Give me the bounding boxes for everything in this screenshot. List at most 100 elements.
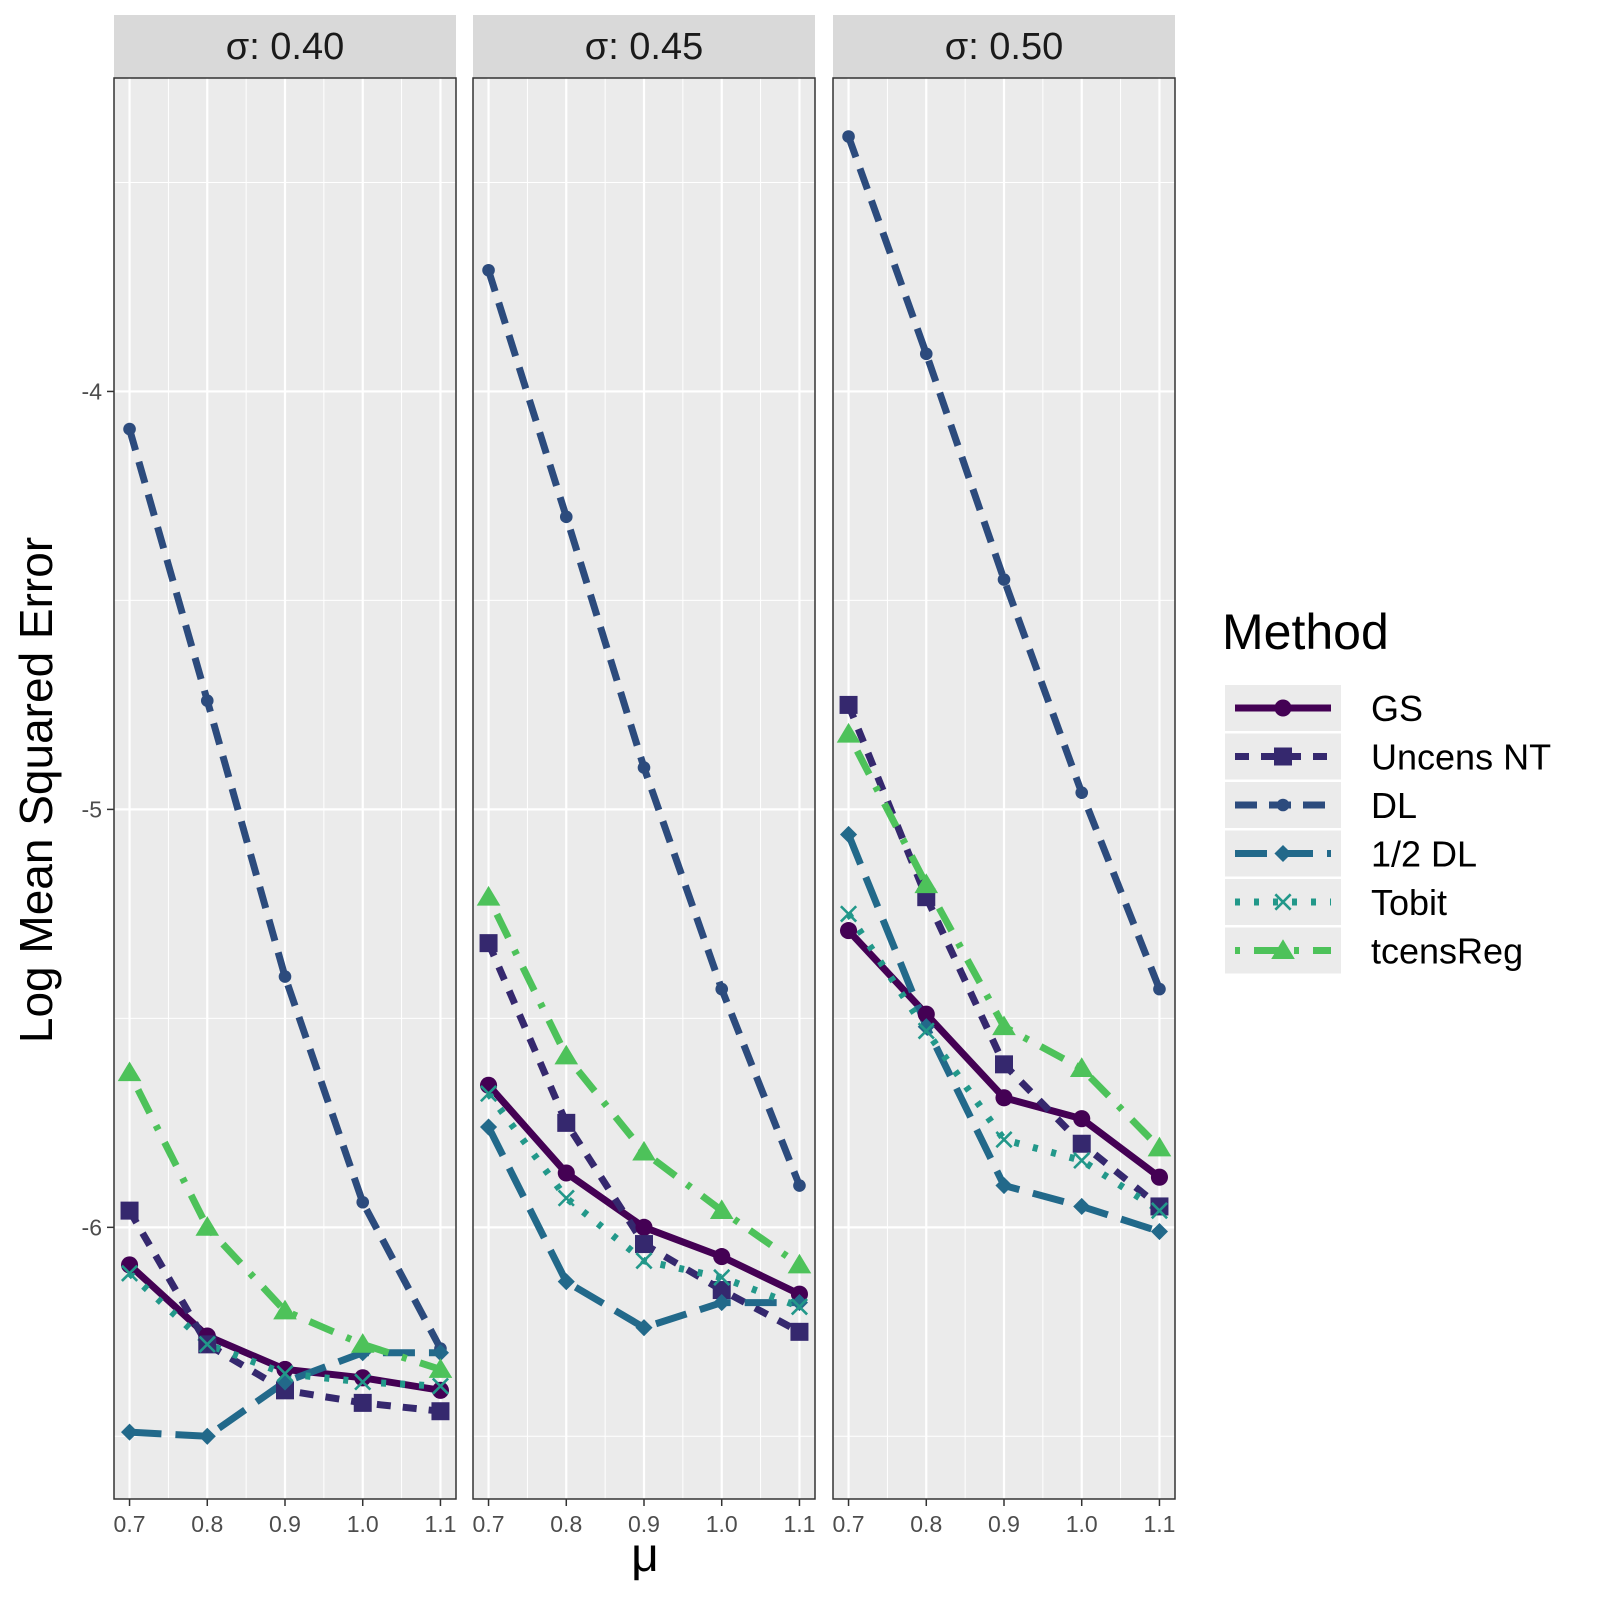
- point-gs: [1150, 1168, 1169, 1186]
- legend-label: GS: [1371, 688, 1423, 729]
- point-1-2-dl: [198, 1427, 216, 1445]
- x-tick-label: 1.0: [706, 1511, 738, 1537]
- legend-item-dl: DL: [1225, 782, 1417, 828]
- point-tobit: [276, 1365, 294, 1383]
- point-gs: [431, 1381, 450, 1399]
- point-tobit: [917, 1022, 935, 1040]
- panel-sigma-050: σ: 0.50 0.7 0.8 0.9 1.0 1.1: [832, 15, 1176, 1537]
- legend-label: tcensReg: [1371, 931, 1523, 972]
- point-uncens-nt: [712, 1281, 731, 1300]
- point-tobit: [839, 905, 858, 923]
- point-tcensreg: [1069, 1057, 1094, 1077]
- legend-marker-tcensreg: [1271, 939, 1295, 959]
- point-gs: [635, 1218, 653, 1236]
- point-dl: [842, 130, 855, 143]
- point-1-2-dl: [635, 1319, 653, 1337]
- series-line-dl: [845, 135, 1163, 991]
- point-dl: [919, 347, 933, 361]
- x-tick-label: 1.0: [1066, 1511, 1098, 1537]
- point-uncens-nt: [557, 1113, 576, 1132]
- x-tick-label: 0.9: [269, 1511, 301, 1537]
- x-tick-label: 1.1: [424, 1511, 456, 1537]
- point-tobit: [1073, 1151, 1091, 1170]
- point-tcensreg: [914, 873, 939, 894]
- point-uncens-nt: [839, 695, 858, 714]
- point-tcensreg: [273, 1299, 297, 1320]
- point-tcensreg: [554, 1044, 579, 1065]
- point-uncens-nt: [790, 1322, 809, 1341]
- strip-background: [473, 15, 815, 78]
- point-dl: [123, 422, 136, 436]
- series-line-1-2-dl: [129, 1349, 441, 1440]
- point-1-2-dl: [120, 1423, 139, 1441]
- point-dl: [1153, 982, 1166, 996]
- point-uncens-nt: [1072, 1134, 1091, 1153]
- point-gs: [479, 1076, 498, 1094]
- point-dl: [997, 573, 1011, 586]
- point-tcensreg: [992, 1015, 1016, 1036]
- legend-label: Uncens NT: [1371, 737, 1551, 778]
- x-tick-label: 0.9: [628, 1511, 660, 1537]
- legend-marker-uncens-nt: [1274, 747, 1292, 766]
- point-1-2-dl: [431, 1344, 450, 1362]
- point-gs: [713, 1248, 731, 1266]
- legend-marker-1-2-dl: [1274, 844, 1292, 863]
- point-tcensreg: [117, 1061, 142, 1082]
- point-uncens-nt: [635, 1235, 653, 1254]
- point-tobit: [1150, 1202, 1169, 1220]
- legend: Method GS Uncens NT DL 1/2 DL Tobit tcensReg: [1222, 604, 1551, 974]
- legend-item-tcensreg: tcensReg: [1225, 927, 1523, 974]
- point-tcensreg: [787, 1253, 812, 1274]
- legend-label: 1/2 DL: [1371, 834, 1477, 875]
- point-dl: [200, 694, 214, 708]
- x-tick-label: 1.1: [1143, 1511, 1175, 1537]
- x-tick-label: 0.7: [473, 1511, 505, 1537]
- point-tcensreg: [195, 1216, 220, 1236]
- y-tick-label: -4: [82, 378, 103, 404]
- point-gs: [276, 1360, 294, 1378]
- point-dl: [482, 263, 495, 277]
- point-gs: [354, 1369, 372, 1387]
- x-axis-title: μ: [631, 1529, 659, 1582]
- point-dl: [559, 510, 573, 524]
- point-uncens-nt: [479, 934, 498, 953]
- x-tick-label: 0.8: [910, 1511, 942, 1537]
- point-dl: [278, 970, 292, 983]
- legend-title: Method: [1222, 604, 1389, 660]
- point-tobit: [354, 1373, 372, 1391]
- legend-item-gs: GS: [1225, 685, 1423, 731]
- point-uncens-nt: [431, 1402, 450, 1421]
- strip-background: [114, 15, 456, 78]
- legend-marker-tobit: [1274, 893, 1292, 911]
- point-tcensreg: [836, 722, 861, 743]
- point-tcensreg: [632, 1140, 656, 1161]
- legend-item-uncens-nt: Uncens NT: [1225, 733, 1551, 780]
- point-dl: [715, 982, 729, 996]
- y-tick-label: -6: [82, 1214, 102, 1240]
- legend-item-tobit: Tobit: [1225, 879, 1447, 925]
- legend-marker-dl: [1276, 798, 1290, 812]
- point-1-2-dl: [839, 825, 858, 844]
- point-tcensreg: [1147, 1136, 1172, 1157]
- point-uncens-nt: [995, 1055, 1013, 1074]
- x-tick-label: 1.0: [347, 1511, 379, 1537]
- point-1-2-dl: [713, 1294, 731, 1312]
- y-tick-label: -5: [82, 796, 102, 822]
- y-axis-title: Log Mean Squared Error: [10, 537, 62, 1043]
- point-dl: [793, 1179, 806, 1192]
- point-dl: [356, 1195, 370, 1209]
- point-gs: [557, 1164, 575, 1182]
- point-tcensreg: [476, 885, 501, 906]
- point-1-2-dl: [917, 1018, 935, 1036]
- point-gs: [120, 1256, 139, 1274]
- point-dl: [637, 761, 651, 774]
- point-uncens-nt: [1150, 1197, 1169, 1216]
- point-1-2-dl: [995, 1176, 1013, 1195]
- series-line-1-2-dl: [485, 1125, 800, 1332]
- point-tobit: [120, 1264, 139, 1282]
- point-tcensreg: [428, 1358, 453, 1378]
- point-gs: [917, 1005, 935, 1023]
- legend-label: Tobit: [1371, 882, 1447, 923]
- legend-item-1-2-dl: 1/2 DL: [1225, 830, 1477, 877]
